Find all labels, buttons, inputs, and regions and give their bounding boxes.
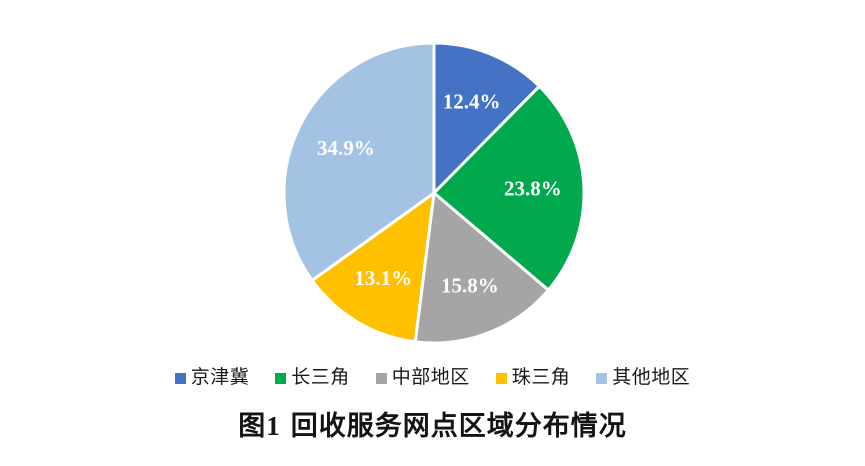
legend-swatch-icon-4: [495, 372, 507, 384]
pie-slice-label-4: 13.1%: [354, 266, 412, 290]
pie-slice-2[interactable]: [432, 84, 586, 292]
caption-figure-number: 图1: [238, 411, 281, 441]
legend-swatch-icon-1: [174, 372, 186, 384]
pie-slice-4[interactable]: [310, 191, 436, 344]
pie-chart-area: 12.4% 23.8% 15.8% 13.1% 34.9%: [282, 41, 586, 345]
figure-caption: 图1 回收服务网点区域分布情况: [0, 404, 865, 443]
legend-label-1: 京津冀: [190, 367, 250, 388]
legend-item-2[interactable]: 长三角: [275, 368, 350, 388]
legend-swatch-icon-2: [275, 372, 287, 384]
pie-slice-label-5: 34.9%: [317, 136, 375, 160]
legend-label-3: 中部地区: [391, 367, 470, 388]
legend-label-5: 其他地区: [612, 367, 691, 388]
chart-legend: 京津冀 长三角 中部地区 珠三角 其他地区: [0, 362, 865, 394]
caption-text: 回收服务网点区域分布情况: [290, 411, 627, 441]
legend-item-5[interactable]: 其他地区: [596, 368, 690, 388]
pie-slice-label-2: 23.8%: [504, 177, 562, 201]
pie-slice-group: [282, 41, 586, 345]
legend-label-4: 珠三角: [511, 367, 571, 388]
legend-item-4[interactable]: 珠三角: [495, 367, 571, 388]
pie-slice-label-3: 15.8%: [441, 273, 499, 297]
pie-slice-3[interactable]: [413, 191, 550, 345]
pie-label-group: 12.4% 23.8% 15.8% 13.1% 34.9%: [317, 89, 562, 297]
pie-chart: 12.4% 23.8% 15.8% 13.1% 34.9%: [282, 41, 586, 345]
legend-swatch-icon-3: [375, 372, 387, 384]
legend-item-3[interactable]: 中部地区: [375, 367, 470, 388]
pie-slice-5[interactable]: [282, 41, 436, 282]
pie-slice-1[interactable]: [432, 41, 541, 195]
legend-label-2: 长三角: [291, 367, 350, 388]
legend-item-1[interactable]: 京津冀: [174, 367, 250, 388]
legend-swatch-icon-5: [596, 372, 608, 384]
pie-slice-label-1: 12.4%: [443, 89, 501, 113]
